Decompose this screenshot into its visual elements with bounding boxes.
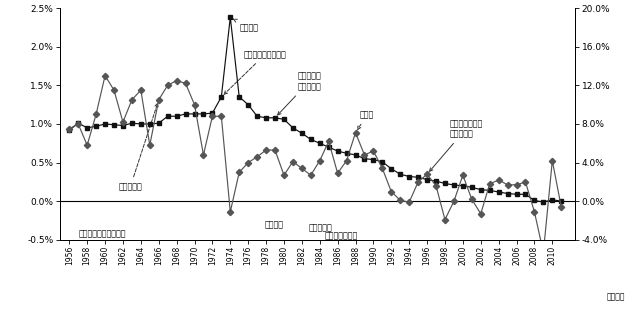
Text: アジア通貨危機: アジア通貨危機 (324, 232, 358, 241)
Text: バブル: バブル (358, 110, 374, 129)
Text: バブル崩壊: バブル崩壊 (309, 224, 333, 233)
Text: リーマン・ショック: リーマン・ショック (0, 321, 1, 322)
Text: ひのえうま: ひのえうま (119, 103, 158, 191)
Text: 沖縄返還: 沖縄返還 (234, 19, 258, 32)
Text: 第一次オイルショック: 第一次オイルショック (78, 229, 126, 238)
Text: 第二次ベビーブーム: 第二次ベビーブーム (224, 50, 286, 94)
Text: 実質経済成長率
（目盛右）: 実質経済成長率 （目盛右） (430, 119, 483, 171)
Text: 円高不況: 円高不況 (264, 220, 283, 229)
Text: 人口伸び率
（目盛左）: 人口伸び率 （目盛左） (277, 72, 321, 115)
Text: （年度）: （年度） (606, 292, 625, 301)
